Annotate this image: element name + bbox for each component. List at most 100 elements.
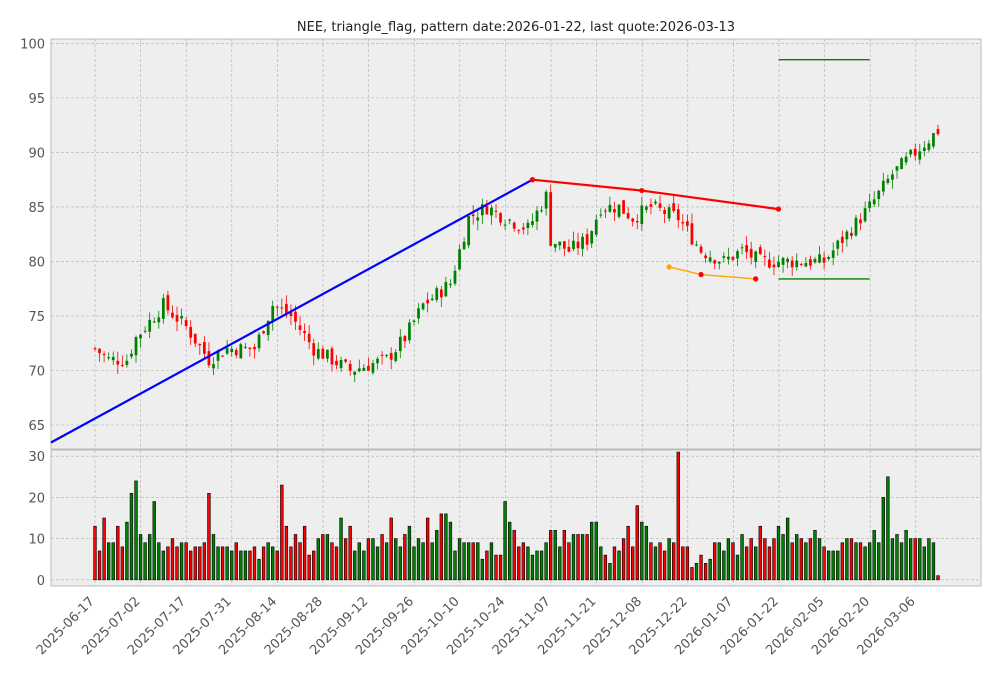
volume-bar <box>325 534 330 581</box>
candle-body <box>120 365 124 367</box>
candle-body <box>562 241 566 249</box>
price-tick-label: 95 <box>28 92 45 107</box>
candle-body <box>494 210 498 212</box>
date-axis: 2025-06-172025-07-022025-07-172025-07-31… <box>34 594 919 658</box>
volume-bar <box>298 542 302 581</box>
candle-body <box>266 320 270 336</box>
volume-bar <box>795 534 799 581</box>
volume-bar <box>649 542 653 581</box>
candle-body <box>690 223 694 245</box>
volume-bar <box>394 538 398 581</box>
candle-body <box>813 259 817 263</box>
candle-body <box>544 191 548 209</box>
volume-bar <box>93 525 97 581</box>
volume-bar <box>562 530 567 581</box>
candle-body <box>617 204 621 217</box>
volume-bar <box>220 546 225 581</box>
volume-bar <box>389 517 393 581</box>
candle-body <box>572 240 575 250</box>
candle-body <box>125 360 129 365</box>
volume-bar <box>931 542 936 581</box>
candle-body <box>594 219 598 235</box>
candle-body <box>462 241 466 250</box>
volume-bar <box>211 534 216 581</box>
volume-bar <box>653 546 658 581</box>
candle-body <box>248 347 252 350</box>
volume-bar <box>594 521 598 581</box>
volume-bar <box>143 542 147 581</box>
candle-body <box>640 205 644 225</box>
candle-body <box>553 243 557 248</box>
candle-body <box>234 350 238 356</box>
candle-body <box>426 299 430 304</box>
candle-body <box>476 217 480 221</box>
volume-bar <box>257 558 261 581</box>
volume-bar <box>366 538 371 581</box>
volume-bar <box>412 546 416 581</box>
volume-bar <box>890 538 895 581</box>
candle-body <box>353 371 357 375</box>
volume-bar <box>681 546 685 581</box>
candle-body <box>453 270 457 284</box>
candle-body <box>576 241 580 249</box>
candle-body <box>371 363 375 373</box>
candle-body <box>339 359 343 369</box>
volume-bar <box>261 546 266 581</box>
price-panel <box>50 38 982 450</box>
price-axis: 65 70 75 80 85 90 95 100 <box>20 37 45 434</box>
volume-bar <box>179 542 184 581</box>
volume-bar <box>804 542 808 581</box>
volume-bar <box>658 542 662 581</box>
volume-bar <box>321 534 325 581</box>
candle-body <box>772 264 776 268</box>
volume-bar <box>662 550 667 581</box>
candle-body <box>102 353 106 355</box>
volume-bar <box>384 542 389 581</box>
volume-bar <box>116 525 120 581</box>
candle-body <box>531 221 534 225</box>
candle-body <box>763 256 767 258</box>
candle-body <box>225 348 229 354</box>
volume-bar <box>849 538 854 581</box>
candle-body <box>676 209 680 221</box>
volume-tick-label: 30 <box>28 450 45 465</box>
flag-lower-marker <box>666 264 672 270</box>
volume-bar <box>580 534 585 581</box>
volume-bar <box>863 546 867 581</box>
candle-body <box>171 312 174 318</box>
volume-bar <box>886 476 890 581</box>
volume-bar <box>703 563 708 581</box>
candle-body <box>257 334 261 349</box>
candle-body <box>781 257 785 265</box>
price-tick-label: 90 <box>28 146 45 161</box>
volume-bar <box>316 538 320 581</box>
volume-bar <box>102 517 106 581</box>
volume-bar <box>535 550 539 581</box>
candle-body <box>421 303 425 310</box>
candle-body <box>631 218 635 222</box>
volume-bar <box>717 542 721 581</box>
candle-body <box>754 251 758 262</box>
candle-body <box>330 348 334 365</box>
candle-body <box>93 348 97 350</box>
candle-body <box>408 322 411 341</box>
volume-bar <box>667 538 671 581</box>
volume-bar <box>599 546 603 581</box>
candle-body <box>380 354 384 356</box>
flag-lower-marker <box>753 276 759 282</box>
candle-body <box>303 330 306 334</box>
candle-body <box>831 250 835 258</box>
volume-bar <box>375 546 380 581</box>
candle-body <box>936 129 940 135</box>
volume-bar <box>831 550 835 581</box>
candlestick-series <box>93 124 940 383</box>
volume-bar <box>161 550 166 581</box>
volume-bar <box>749 538 753 581</box>
volume-bar <box>362 550 366 581</box>
volume-bar <box>252 546 257 581</box>
volume-bar <box>444 513 448 581</box>
volume-bar <box>507 521 512 581</box>
candle-body <box>786 258 789 263</box>
volume-bar <box>813 530 817 581</box>
volume-bar <box>617 550 621 581</box>
